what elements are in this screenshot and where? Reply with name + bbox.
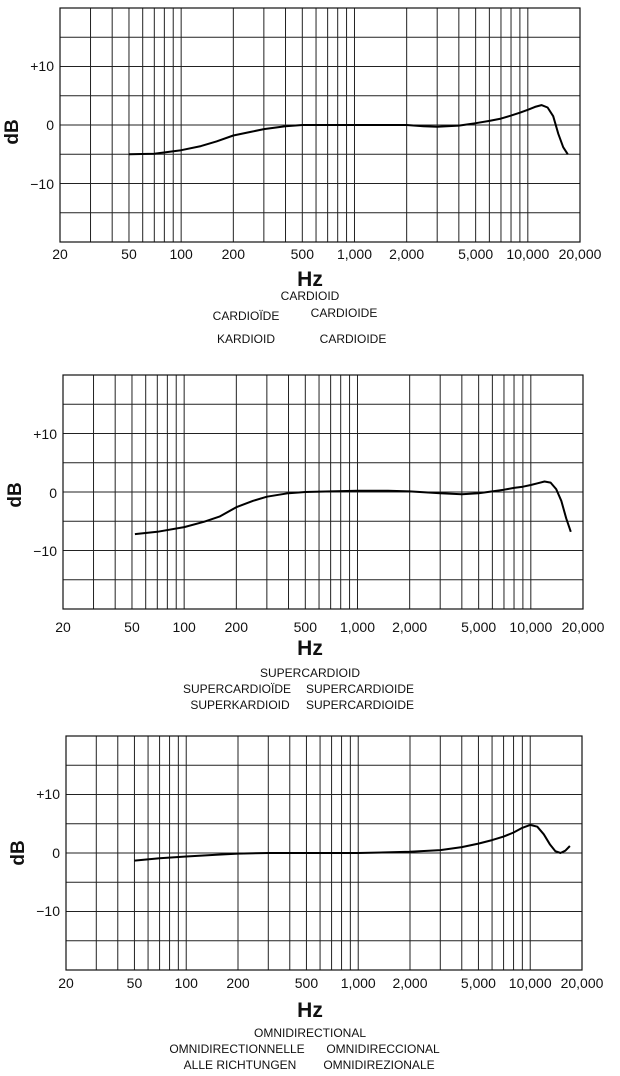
pattern-caption: CARDIOID [281,289,340,303]
x-tick-label: 20,000 [562,619,605,635]
plot-frame [62,374,584,610]
x-tick-label: 500 [295,975,319,991]
pattern-caption: SUPERCARDIOIDE [306,682,414,696]
x-axis-label: Hz [297,637,323,660]
x-tick-label: 20 [52,246,68,262]
pattern-caption: SUPERCARDIOID [260,666,360,680]
x-tick-label: 2,000 [392,975,427,991]
x-tick-label: 1,000 [337,246,372,262]
x-tick-label: 20,000 [559,246,602,262]
x-tick-label: 50 [124,619,140,635]
pattern-caption: SUPERCARDIOÏDE [183,682,291,696]
y-tick-label: +10 [30,58,54,74]
cardioid-response-chart: +10 0 −10 dB 20 50 100 200 500 1,000 2,000 5,000 10,… [2,7,602,346]
response-curve [134,823,571,862]
x-tick-label: 50 [121,246,137,262]
y-axis-label: dB [8,840,29,865]
x-tick-label: 10,000 [509,619,552,635]
plot-frame [59,7,581,243]
x-tick-label: 200 [225,619,249,635]
pattern-caption: CARDIOIDE [320,332,387,346]
pattern-caption: OMNIDIREZIONALE [323,1058,434,1072]
y-tick-label: −10 [30,176,54,192]
x-axis-label: Hz [297,999,323,1022]
x-tick-label: 2,000 [389,246,424,262]
x-tick-label: 200 [226,975,250,991]
y-tick-label: +10 [36,786,60,802]
pattern-caption: SUPERCARDIOIDE [306,698,414,712]
pattern-caption: OMNIDIRECTIONNELLE [169,1042,304,1056]
x-tick-label: 1,000 [340,619,375,635]
plot-frame [65,735,583,971]
response-curve [134,480,572,536]
x-tick-label: 5,000 [458,246,493,262]
x-tick-label: 500 [291,246,315,262]
supercardioid-response-chart: +10 0 −10 dB 20 50 100 200 500 1,000 2,000 5,000 10,… [5,374,605,712]
x-tick-label: 1,000 [341,975,376,991]
y-tick-label: +10 [33,426,57,442]
pattern-caption: ALLE RICHTUNGEN [184,1058,297,1072]
x-axis-label: Hz [297,268,323,291]
x-tick-label: 100 [172,619,196,635]
x-tick-label: 200 [222,246,246,262]
x-tick-label: 100 [175,975,199,991]
x-tick-label: 5,000 [461,619,496,635]
y-axis-label: dB [2,119,23,144]
x-tick-label: 10,000 [509,975,552,991]
y-tick-label: −10 [33,543,57,559]
y-tick-label: 0 [49,485,57,501]
y-tick-label: −10 [36,903,60,919]
pattern-caption: OMNIDIRECTIONAL [254,1026,366,1040]
pattern-caption: CARDIOIDE [311,306,378,320]
x-tick-label: 10,000 [506,246,549,262]
pattern-caption: KARDIOID [217,332,275,346]
x-tick-label: 5,000 [461,975,496,991]
x-tick-label: 100 [169,246,193,262]
pattern-caption: SUPERKARDIOID [190,698,290,712]
response-curve [128,104,569,156]
pattern-caption: OMNIDIRECCIONAL [326,1042,440,1056]
x-tick-label: 50 [127,975,143,991]
pattern-caption: CARDIOÏDE [213,309,280,323]
omnidirectional-response-chart: +10 0 −10 dB 20 50 100 200 500 1,000 2,000 5,000 10,… [8,735,604,1072]
x-tick-label: 20 [58,975,74,991]
y-tick-label: 0 [46,117,54,133]
y-axis-label: dB [5,482,26,507]
y-tick-label: 0 [52,845,60,861]
x-tick-label: 20,000 [561,975,604,991]
x-tick-label: 20 [55,619,71,635]
x-tick-label: 500 [294,619,318,635]
x-tick-label: 2,000 [392,619,427,635]
